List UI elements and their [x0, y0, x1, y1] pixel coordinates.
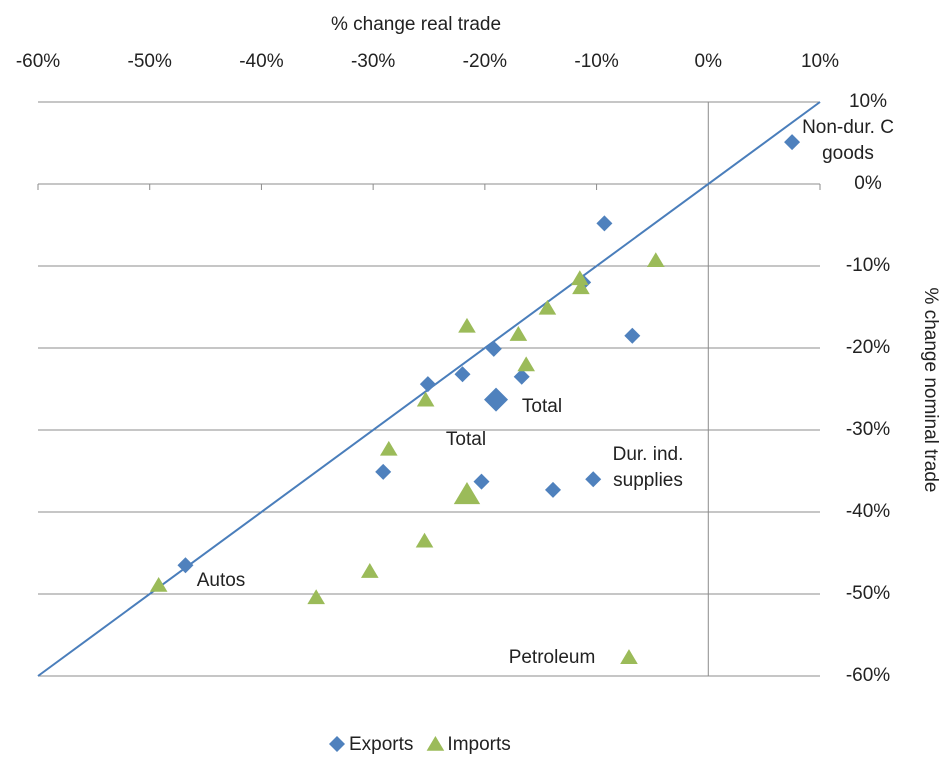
- x-axis-title: % change real trade: [331, 14, 501, 35]
- point: [624, 327, 641, 344]
- x-tick-label: -40%: [239, 51, 283, 72]
- annotation: Petroleum: [509, 647, 596, 668]
- y-axis-title: % change nominal trade: [920, 288, 941, 493]
- point: [572, 279, 590, 295]
- x-tick-label: -20%: [463, 51, 507, 72]
- point: [473, 473, 490, 490]
- x-tick-label: -60%: [16, 51, 60, 72]
- point: [545, 481, 562, 498]
- y-tick-label: -50%: [846, 583, 890, 604]
- point: [453, 481, 481, 505]
- annotation: Non-dur. C: [802, 117, 894, 138]
- legend-label: Exports: [349, 734, 413, 755]
- point: [513, 368, 530, 385]
- y-tick-label: -60%: [846, 665, 890, 686]
- legend-marker: [426, 736, 445, 751]
- x-tick-label: 10%: [801, 51, 839, 72]
- annotation: Autos: [197, 570, 246, 591]
- point: [571, 270, 589, 286]
- x-tick-label: -10%: [574, 51, 618, 72]
- point: [484, 387, 509, 412]
- annotation: Dur. ind.: [613, 444, 684, 465]
- point: [585, 471, 602, 488]
- point: [538, 299, 557, 315]
- point: [416, 391, 435, 407]
- point: [509, 326, 528, 341]
- x-tick-label: -50%: [128, 51, 172, 72]
- point: [415, 532, 434, 548]
- point: [375, 463, 392, 480]
- x-tick-label: 0%: [695, 51, 723, 72]
- legend-label: Imports: [447, 734, 510, 755]
- y-tick-label: -40%: [846, 501, 890, 522]
- y-tick-label: -30%: [846, 419, 890, 440]
- point: [177, 557, 194, 574]
- annotation: Total: [446, 429, 486, 450]
- point: [485, 340, 502, 357]
- point: [379, 440, 398, 456]
- point: [646, 252, 665, 268]
- annotation: Total: [522, 396, 562, 417]
- point: [419, 376, 436, 393]
- point: [307, 589, 325, 605]
- point: [784, 134, 801, 151]
- annotation: supplies: [613, 470, 683, 491]
- point: [596, 215, 613, 232]
- point: [149, 576, 168, 592]
- point: [360, 563, 379, 578]
- x-tick-label: -30%: [351, 51, 395, 72]
- point: [458, 317, 476, 333]
- point: [454, 366, 471, 383]
- y-tick-label: -20%: [846, 337, 890, 358]
- legend-marker: [329, 736, 345, 752]
- y-tick-label: -10%: [846, 255, 890, 276]
- annotation: goods: [822, 143, 874, 164]
- point: [620, 649, 638, 664]
- y-tick-label: 0%: [854, 173, 882, 194]
- point: [517, 356, 535, 372]
- y-tick-label: 10%: [849, 91, 887, 112]
